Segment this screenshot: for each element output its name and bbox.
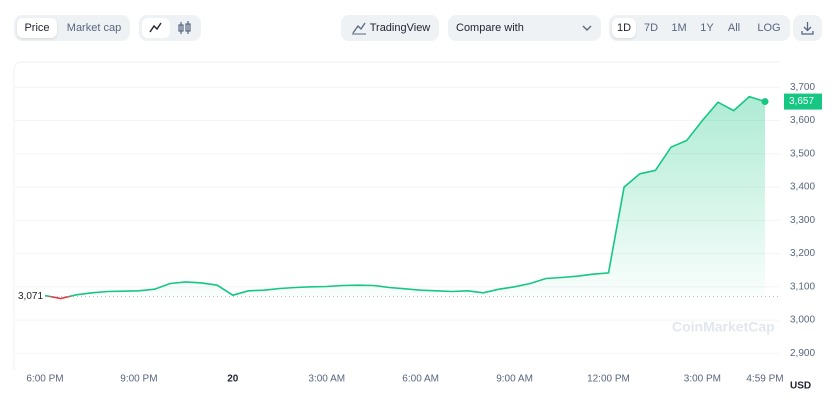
range-tabs: 1D 7D 1M 1Y All LOG (609, 15, 790, 41)
download-icon (801, 22, 814, 35)
range[interactable]: 7D (643, 22, 659, 34)
x-tick-label: 4:59 PM (746, 374, 783, 385)
y-tick-label: 3,400 (790, 182, 815, 193)
x-tick-label: 3:00 PM (684, 374, 721, 385)
price-area (45, 96, 765, 297)
chart-style (139, 15, 201, 41)
y-tick-label: 3,100 (790, 281, 815, 292)
price-line (44, 95, 766, 297)
x-tick-label: 9:00 AM (496, 374, 533, 385)
label: TradingView (369, 22, 431, 34)
tab[interactable]: Market cap (66, 22, 122, 34)
log-toggle[interactable]: LOG (757, 22, 781, 34)
y-tick-label: 3,500 (790, 148, 815, 159)
x-tick-label: 3:00 AM (308, 374, 345, 385)
x-tick-label: 9:00 PM (120, 374, 157, 385)
range[interactable]: 1Y (700, 22, 714, 34)
chevron (582, 25, 592, 31)
watermark: CoinMarketCap (672, 319, 775, 335)
y-tick-label: 3,700 (790, 82, 815, 93)
tradingview-button[interactable]: TradingView (341, 15, 439, 41)
last-point (761, 98, 769, 106)
y-unit: USD (790, 381, 811, 392)
y-tick-label: 2,900 (790, 348, 815, 359)
y-tick-label: 3,600 (790, 115, 815, 126)
range[interactable]: All (727, 22, 741, 34)
range[interactable]: 1D (612, 18, 636, 38)
y-tick-label: 3,200 (790, 248, 815, 259)
download-button[interactable] (793, 15, 822, 41)
label: Compare with (456, 22, 524, 34)
type-tabs: Price Market cap (14, 15, 130, 41)
chart-style-icons[interactable] (139, 15, 201, 41)
y-tick-label: 3,300 (790, 215, 815, 226)
range[interactable]: 1M (671, 22, 687, 34)
x-tick-label: 12:00 PM (587, 374, 630, 385)
y-tick-label: 3,000 (790, 315, 815, 326)
icon (352, 22, 366, 35)
compare-dropdown[interactable]: Compare with (448, 15, 601, 41)
x-tick-label: 6:00 AM (402, 374, 439, 385)
frame (13, 61, 780, 370)
price-line-down (45, 296, 73, 300)
x-tick-label: 20 (227, 374, 239, 385)
price-tag-label: 3,657 (789, 96, 814, 107)
tab[interactable]: Price (17, 18, 57, 38)
price-tag (784, 93, 822, 110)
x-tick-label: 6:00 PM (26, 374, 63, 385)
reference-label: 3,071 (18, 291, 43, 302)
